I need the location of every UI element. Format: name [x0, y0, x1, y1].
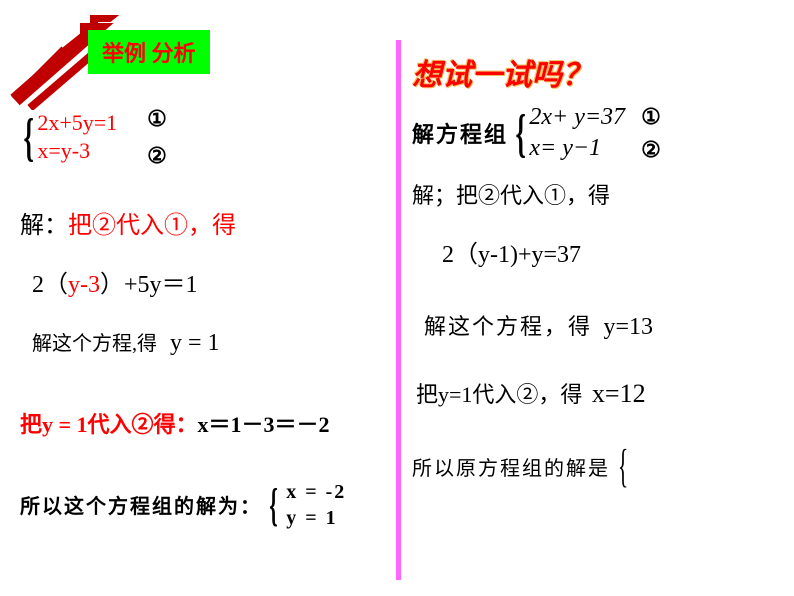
left-brace-icon: {	[23, 107, 33, 168]
left-step1-prefix: 解：	[20, 213, 68, 239]
right-prompt: 解方程组	[412, 117, 508, 149]
right-step2: 2（y-1)+y=37	[442, 234, 782, 269]
left-sol-x: x = -2	[286, 481, 346, 503]
left-step4: 把y = 1代入②得：x＝1－3＝－2	[20, 407, 390, 439]
column-divider	[396, 40, 401, 580]
left-step5: 所以这个方程组的解为： { x = -2 y = 1	[20, 479, 390, 531]
left-equation-system: { 2x+5y=1 x=y-3 ① ②	[20, 100, 390, 175]
left-sol-y: y = 1	[286, 507, 337, 529]
right-step5-text: 所以原方程组的解是	[412, 452, 610, 481]
left-step3-text: 解这个方程,得	[32, 333, 157, 355]
left-label1: ①	[147, 100, 167, 137]
left-eq2: x=y-3	[37, 138, 90, 163]
left-step1: 解：把②代入①，得	[20, 205, 390, 240]
right-label2: ②	[641, 133, 661, 166]
right-step3a: 解这个方程，得	[424, 314, 592, 339]
right-brace-icon: {	[515, 102, 525, 163]
right-solution-brace-icon: {	[618, 439, 630, 494]
header-title: 举例 分析	[102, 41, 196, 66]
right-step4a: 把y=1代入②，得	[416, 382, 582, 407]
left-label2: ②	[147, 137, 167, 174]
right-eq1: 2x+ y=37	[529, 104, 625, 130]
solution-brace-icon: {	[269, 477, 279, 532]
right-title: 想试一试吗？	[412, 50, 782, 94]
right-equation-system: 解方程组 { 2x+ y=37 x= y−1 ① ②	[412, 100, 782, 166]
right-label1: ①	[641, 100, 661, 133]
right-step1: 解；把②代入①，得	[412, 178, 782, 210]
right-step4: 把y=1代入②，得 x=12	[416, 377, 782, 409]
left-step3: 解这个方程,得 y = 1	[32, 327, 390, 357]
right-eq2: x= y−1	[529, 135, 601, 161]
left-step2: 2（y-3）+5y＝1	[32, 264, 390, 299]
right-step3b: y=13	[604, 314, 654, 340]
left-step2c: ）+5y＝1	[100, 272, 198, 298]
left-step4a: 把y = 1代入②得：	[20, 412, 198, 437]
example-analysis-header: 举例 分析	[88, 30, 210, 74]
left-step1-text: 把②代入①，得	[68, 213, 236, 239]
left-step4b: x＝1－3＝－2	[198, 412, 330, 437]
left-step3-result: y = 1	[170, 330, 220, 356]
right-step3: 解这个方程，得 y=13	[424, 309, 782, 341]
left-step2b: y-3	[68, 272, 100, 298]
right-column: 想试一试吗？ 解方程组 { 2x+ y=37 x= y−1 ① ② 解；把②代入…	[412, 50, 782, 495]
left-step5-text: 所以这个方程组的解为：	[20, 490, 262, 519]
left-step2a: 2（	[32, 272, 68, 298]
left-column: { 2x+5y=1 x=y-3 ① ② 解：把②代入①，得 2（y-3）+5y＝…	[20, 100, 390, 539]
right-step5: 所以原方程组的解是 {	[412, 445, 782, 487]
left-eq1: 2x+5y=1	[37, 110, 117, 135]
right-step4b: x=12	[592, 379, 646, 408]
